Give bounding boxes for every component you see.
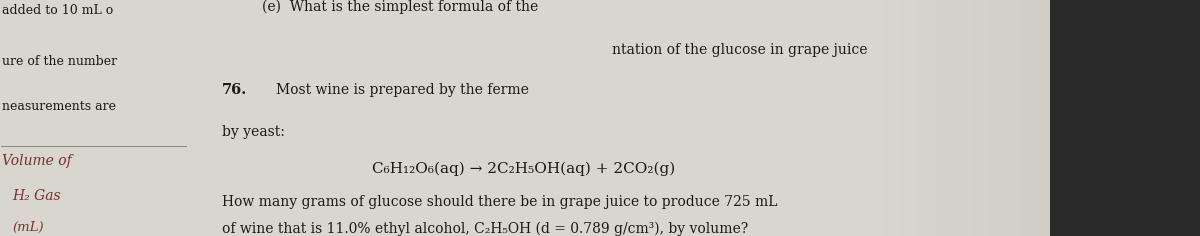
Bar — [1014, 0, 1020, 236]
Text: (mL): (mL) — [12, 221, 43, 234]
Bar — [924, 0, 930, 236]
Bar — [1026, 0, 1032, 236]
Bar — [882, 0, 888, 236]
Bar — [888, 0, 894, 236]
Text: ntation of the glucose in grape juice: ntation of the glucose in grape juice — [612, 43, 868, 57]
Text: by yeast:: by yeast: — [222, 125, 284, 139]
Bar — [990, 0, 996, 236]
Bar — [966, 0, 972, 236]
Bar — [936, 0, 942, 236]
Bar — [876, 0, 882, 236]
Bar — [1038, 0, 1044, 236]
Bar — [1050, 0, 1056, 236]
Bar — [942, 0, 948, 236]
Text: Most wine is prepared by the ferme: Most wine is prepared by the ferme — [276, 83, 529, 97]
Bar — [1002, 0, 1008, 236]
Bar — [1050, 0, 1200, 236]
Bar — [996, 0, 1002, 236]
Bar — [984, 0, 990, 236]
Bar — [978, 0, 984, 236]
Bar — [912, 0, 918, 236]
Bar — [1044, 0, 1050, 236]
Text: C₆H₁₂O₆(aq) → 2C₂H₅OH(aq) + 2CO₂(g): C₆H₁₂O₆(aq) → 2C₂H₅OH(aq) + 2CO₂(g) — [372, 161, 676, 176]
Text: (e)  What is the simplest formula of the: (e) What is the simplest formula of the — [262, 0, 538, 14]
Text: Volume of: Volume of — [2, 154, 72, 168]
Text: How many grams of glucose should there be in grape juice to produce 725 mL: How many grams of glucose should there b… — [222, 195, 778, 209]
Bar — [906, 0, 912, 236]
Bar — [918, 0, 924, 236]
Text: of wine that is 11.0% ethyl alcohol, C₂H₅OH (d = 0.789 g/cm³), by volume?: of wine that is 11.0% ethyl alcohol, C₂H… — [222, 222, 749, 236]
Bar — [954, 0, 960, 236]
Text: ure of the number: ure of the number — [2, 55, 118, 68]
Bar — [960, 0, 966, 236]
Bar — [930, 0, 936, 236]
Bar — [1020, 0, 1026, 236]
Text: H₂ Gas: H₂ Gas — [12, 189, 61, 203]
Text: added to 10 mL o: added to 10 mL o — [2, 4, 114, 17]
Bar — [894, 0, 900, 236]
Bar — [972, 0, 978, 236]
Text: 76.: 76. — [222, 83, 247, 97]
Bar — [1032, 0, 1038, 236]
Bar — [948, 0, 954, 236]
Bar — [900, 0, 906, 236]
Bar — [1008, 0, 1014, 236]
Text: neasurements are: neasurements are — [2, 100, 116, 113]
